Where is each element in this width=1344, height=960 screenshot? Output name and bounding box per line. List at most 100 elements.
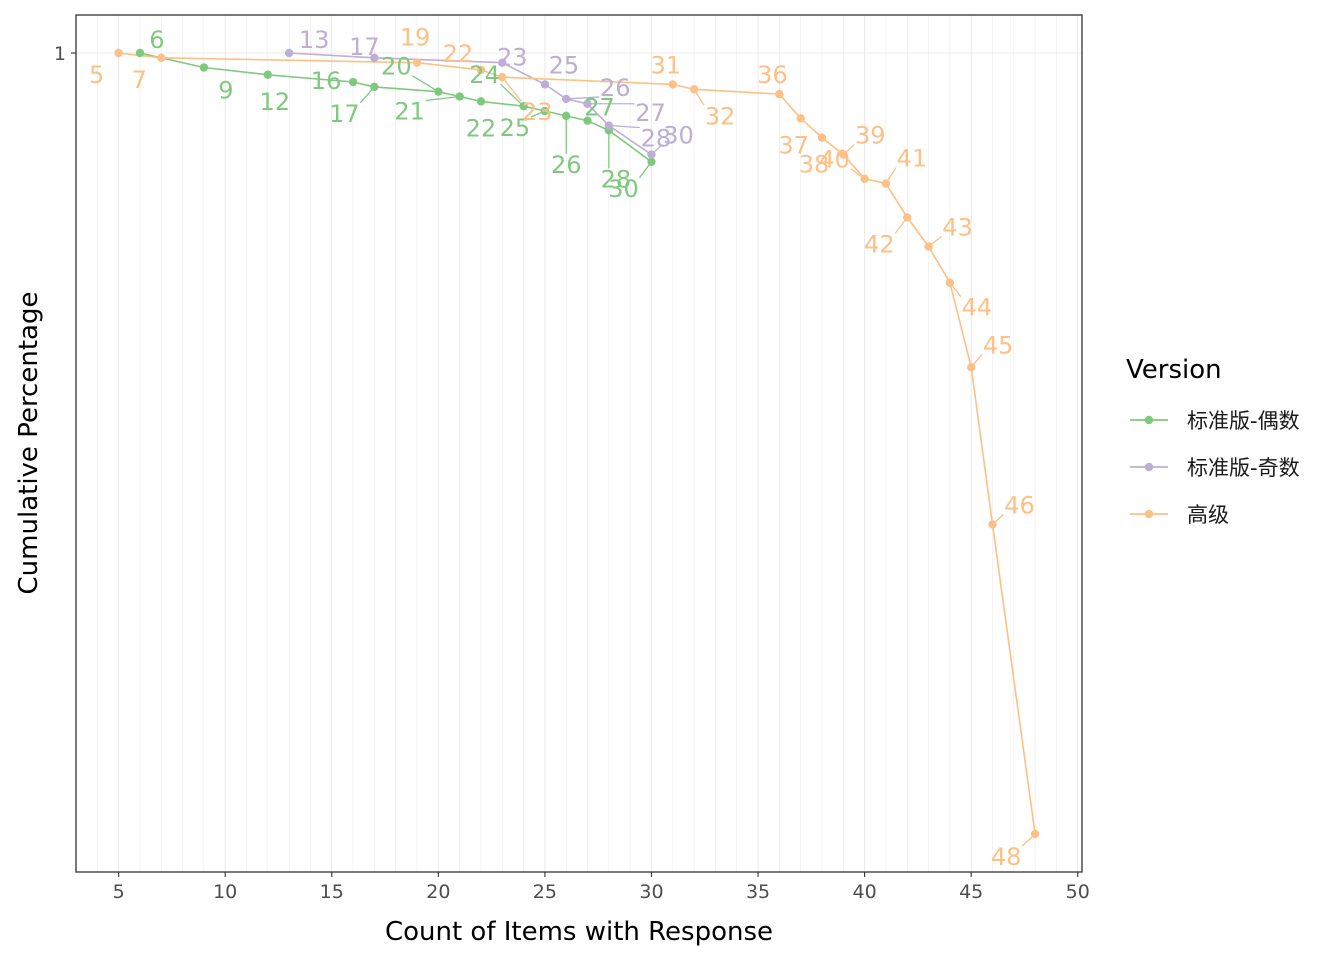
label-leader xyxy=(530,110,546,118)
data-point xyxy=(412,58,422,67)
y-axis: 1 xyxy=(54,43,76,65)
label-leader xyxy=(501,76,522,102)
point-label: 6 xyxy=(149,26,164,54)
panel-border xyxy=(75,14,1083,873)
point-label: 19 xyxy=(400,24,431,52)
point-label: 32 xyxy=(705,102,736,130)
point-label: 30 xyxy=(663,122,694,150)
point-label: 48 xyxy=(991,843,1022,871)
label-leader-lines xyxy=(359,75,1036,847)
x-tick-label: 35 xyxy=(746,881,770,903)
legend-key-point xyxy=(1144,462,1154,472)
data-point xyxy=(583,116,592,125)
series-line-1 xyxy=(289,52,652,156)
point-label: 27 xyxy=(584,94,615,122)
point-label: 46 xyxy=(1004,492,1035,520)
point-label: 26 xyxy=(551,151,582,179)
x-tick-label: 15 xyxy=(320,881,344,903)
point-label: 26 xyxy=(600,74,631,102)
legend-label: 标准版-奇数 xyxy=(1187,456,1300,480)
label-leader xyxy=(894,217,908,234)
point-label: 23 xyxy=(497,44,528,72)
point-label: 23 xyxy=(522,98,553,126)
label-leader xyxy=(970,353,983,368)
legend-key-point xyxy=(1144,415,1154,425)
point-label: 27 xyxy=(635,99,666,127)
point-label: 36 xyxy=(757,61,788,89)
point-label: 17 xyxy=(349,33,380,61)
point-label: 28 xyxy=(641,125,672,153)
data-point xyxy=(796,114,805,123)
data-point xyxy=(775,89,784,99)
data-point xyxy=(199,63,209,72)
x-tick-label: 20 xyxy=(426,881,450,903)
label-leader xyxy=(566,96,600,100)
y-axis-title: Cumulative Percentage xyxy=(14,292,44,595)
point-label: 40 xyxy=(819,146,850,174)
point-label: 22 xyxy=(466,114,497,142)
x-tick-label: 5 xyxy=(113,881,125,903)
label-leader xyxy=(500,83,525,107)
x-tick-label: 45 xyxy=(959,881,983,903)
x-tick-label: 50 xyxy=(1066,881,1090,903)
label-leader xyxy=(928,235,942,247)
x-tick-label: 40 xyxy=(853,881,877,903)
label-leader xyxy=(411,75,439,93)
data-point xyxy=(540,80,550,89)
point-label: 13 xyxy=(299,26,330,54)
point-label: 16 xyxy=(311,67,342,95)
data-point xyxy=(668,80,677,89)
point-label: 38 xyxy=(799,151,830,179)
label-leader xyxy=(850,168,865,180)
legend-label: 高级 xyxy=(1187,503,1229,527)
data-point xyxy=(135,48,145,58)
label-leader xyxy=(1021,833,1036,847)
label-leader xyxy=(885,167,897,184)
x-tick-label: 25 xyxy=(533,881,557,903)
legend-title: Version xyxy=(1126,355,1222,385)
point-label: 22 xyxy=(443,40,474,68)
label-leader xyxy=(842,144,855,156)
x-axis-title: Count of Items with Response xyxy=(385,917,773,947)
x-tick-label: 30 xyxy=(639,881,663,903)
data-point xyxy=(370,53,379,63)
point-label: 43 xyxy=(942,213,973,241)
legend-label: 标准版-偶数 xyxy=(1187,409,1300,433)
point-label: 25 xyxy=(549,51,580,79)
point-label: 21 xyxy=(394,98,425,126)
point-label: 28 xyxy=(601,165,632,193)
label-leader xyxy=(638,161,652,179)
data-point xyxy=(817,133,827,142)
point-label: 20 xyxy=(381,53,412,81)
minor-gridlines xyxy=(97,15,1057,872)
point-label: 9 xyxy=(218,77,233,105)
data-point xyxy=(284,48,294,58)
y-tick-label: 1 xyxy=(54,43,66,65)
x-tick-label: 10 xyxy=(213,881,237,903)
label-leader xyxy=(359,86,375,104)
point-label: 39 xyxy=(855,122,886,150)
data-point xyxy=(476,97,486,106)
legend-item: 标准版-偶数 xyxy=(1130,409,1300,433)
data-point xyxy=(348,77,358,87)
legend-item: 标准版-奇数 xyxy=(1130,456,1300,480)
point-label: 24 xyxy=(469,61,500,89)
label-leader xyxy=(608,124,640,129)
major-gridlines xyxy=(76,15,1082,872)
legend-key-point xyxy=(1144,509,1154,519)
point-label: 7 xyxy=(132,66,147,94)
point-label: 42 xyxy=(864,230,895,258)
point-label: 25 xyxy=(500,114,531,142)
point-label: 30 xyxy=(608,175,639,203)
legend-item: 高级 xyxy=(1130,503,1229,527)
label-leader xyxy=(949,282,962,298)
data-point xyxy=(476,65,486,75)
label-leader xyxy=(693,88,705,106)
label-leader xyxy=(651,144,663,156)
point-label: 5 xyxy=(89,61,104,89)
panel-background xyxy=(76,15,1082,872)
label-leader xyxy=(992,514,1004,525)
